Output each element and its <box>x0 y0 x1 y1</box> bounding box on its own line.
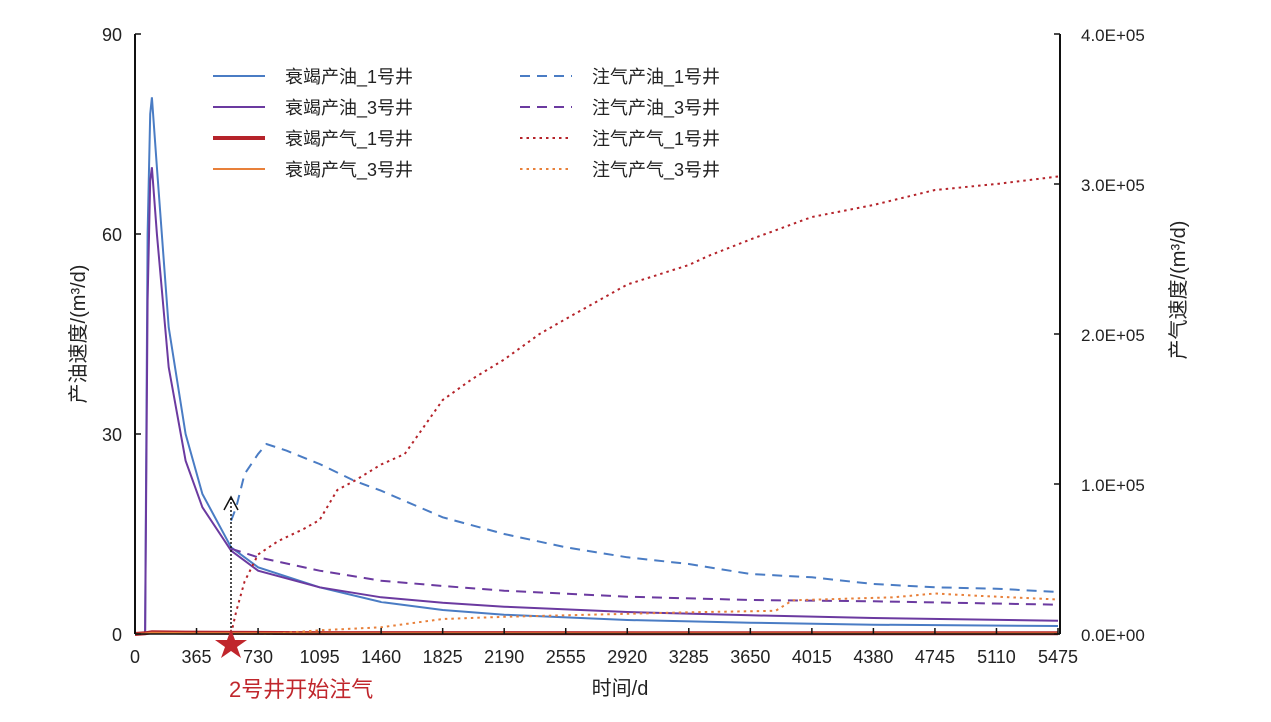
y-left-tick-label: 0 <box>112 625 122 645</box>
annotation-text: 2号井开始注气 <box>229 677 373 702</box>
x-tick-label: 2920 <box>607 647 647 667</box>
x-tick-label: 4015 <box>792 647 832 667</box>
series-line-7 <box>231 592 1059 635</box>
legend-label: 衰竭产气_1号井 <box>285 129 413 150</box>
legend-label: 衰竭产油_3号井 <box>285 98 413 119</box>
y-left-label: 产油速度/(m³/d) <box>67 265 90 404</box>
y-right-tick-label: 1.0E+05 <box>1081 476 1145 495</box>
x-tick-label: 1095 <box>300 647 340 667</box>
x-tick-label: 3285 <box>669 647 709 667</box>
y-right-label: 产气速度/(m³/d) <box>1167 221 1190 360</box>
legend-label: 衰竭产油_1号井 <box>285 67 413 88</box>
x-tick-label: 4380 <box>853 647 893 667</box>
series-line-4 <box>230 442 1059 593</box>
star-icon <box>215 629 247 658</box>
legend-label: 注气产气_3号井 <box>592 160 720 181</box>
y-right-tick-label: 2.0E+05 <box>1081 326 1145 345</box>
x-tick-label: 5110 <box>977 647 1016 667</box>
series-line-1 <box>135 167 1059 635</box>
x-tick-label: 2190 <box>484 647 524 667</box>
y-left-tick-label: 90 <box>102 25 122 45</box>
y-right-tick-label: 0.0E+00 <box>1081 626 1145 645</box>
x-tick-label: 365 <box>182 647 212 667</box>
series-line-6 <box>230 175 1059 635</box>
x-tick-label: 2555 <box>546 647 586 667</box>
y-left-tick-label: 30 <box>102 425 122 445</box>
x-axis-label: 时间/d <box>592 677 649 700</box>
x-tick-label: 4745 <box>915 647 955 667</box>
x-tick-label: 1460 <box>361 647 401 667</box>
series-line-5 <box>230 547 1059 606</box>
arrow-head-icon <box>223 495 239 511</box>
y-right-tick-label: 4.0E+05 <box>1081 26 1145 45</box>
x-tick-label: 0 <box>130 647 140 667</box>
legend-label: 注气产油_3号井 <box>592 98 720 119</box>
x-tick-label: 3650 <box>730 647 770 667</box>
x-tick-label: 5475 <box>1038 647 1078 667</box>
legend-label: 注气产气_1号井 <box>592 129 720 150</box>
y-right-tick-label: 3.0E+05 <box>1081 176 1145 195</box>
legend-label: 衰竭产气_3号井 <box>285 160 413 181</box>
x-tick-label: 1825 <box>423 647 463 667</box>
y-left-tick-label: 60 <box>102 225 122 245</box>
x-tick-label: 730 <box>243 647 273 667</box>
legend-label: 注气产油_1号井 <box>592 67 720 88</box>
